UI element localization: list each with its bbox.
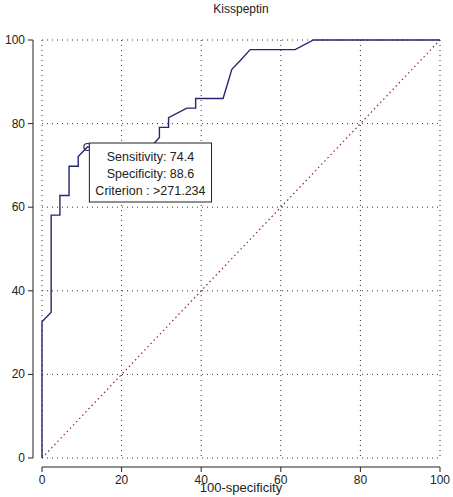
tick-label: 80 xyxy=(354,473,368,487)
tick-label: 40 xyxy=(12,284,26,298)
tick xyxy=(28,374,33,375)
grid-line xyxy=(42,458,440,459)
annotation-text: Specificity: 88.6 xyxy=(107,167,195,181)
y-axis xyxy=(33,40,34,458)
grid-line xyxy=(440,40,441,458)
tick-label: 20 xyxy=(12,367,26,381)
tick xyxy=(121,467,122,472)
grid-line xyxy=(201,40,202,458)
annotation-text: Sensitivity: 74.4 xyxy=(107,150,195,164)
tick xyxy=(42,467,43,472)
grid-line xyxy=(42,123,440,124)
tick-label: 20 xyxy=(115,473,129,487)
tick xyxy=(440,467,441,472)
tick-label: 0 xyxy=(39,473,46,487)
roc-curve xyxy=(42,40,440,458)
grid-line xyxy=(42,207,440,208)
grid-line xyxy=(42,290,440,291)
tick xyxy=(28,207,33,208)
grid-line xyxy=(280,40,281,458)
x-axis-label: 100-specificity xyxy=(200,480,283,495)
tick xyxy=(28,40,33,41)
tick-label: 0 xyxy=(18,451,25,465)
x-axis xyxy=(42,467,440,468)
plot-area xyxy=(42,40,440,458)
annotation: Sensitivity: 74.4 Specificity: 88.6 Criter… xyxy=(89,143,211,202)
tick xyxy=(280,467,281,472)
tick xyxy=(360,467,361,472)
chart: Kisspeptin020406080100020406080100100-sp… xyxy=(0,0,453,497)
grid-line xyxy=(360,40,361,458)
tick-label: 80 xyxy=(12,117,26,131)
reference-line xyxy=(42,40,440,458)
tick xyxy=(28,290,33,291)
annotation-box xyxy=(89,143,211,202)
annotation-text: Criterion : >271.234 xyxy=(95,184,205,198)
tick xyxy=(28,123,33,124)
grid-line xyxy=(42,374,440,375)
tick-label: 60 xyxy=(12,200,26,214)
tick-label: 100 xyxy=(5,33,25,47)
title: Kisspeptin xyxy=(213,2,268,16)
tick-label: 100 xyxy=(430,473,450,487)
tick xyxy=(28,458,33,459)
tick xyxy=(201,467,202,472)
grid-line xyxy=(121,40,122,458)
